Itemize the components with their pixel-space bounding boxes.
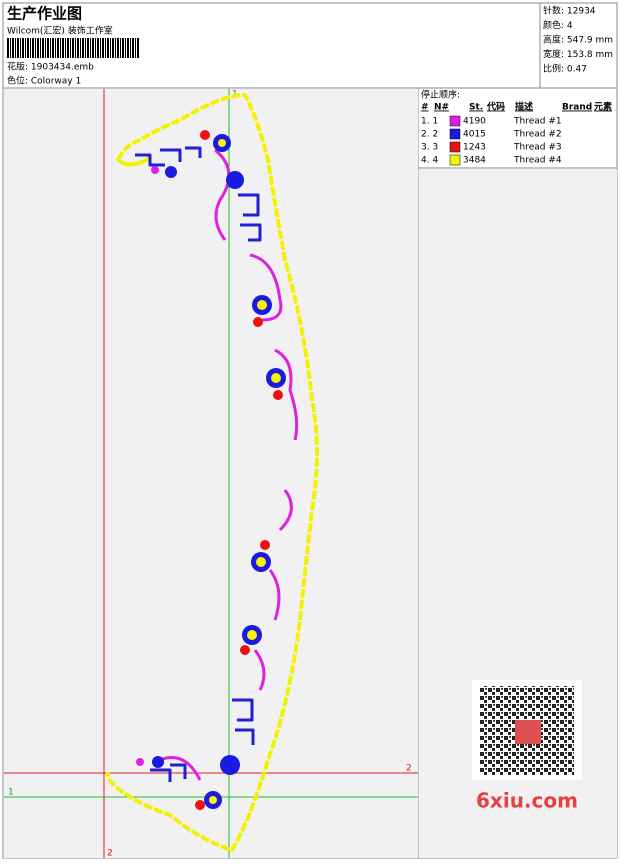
thread-desc: Thread #4 bbox=[513, 156, 562, 166]
table-header: 描述 bbox=[515, 101, 533, 113]
stop-number: 4. 4 bbox=[421, 156, 438, 166]
guide-label: 2 bbox=[406, 764, 412, 774]
barcode bbox=[7, 38, 139, 58]
design-area bbox=[4, 89, 418, 858]
table-caption: 停止顺序: bbox=[421, 89, 460, 101]
thread-swatch bbox=[449, 141, 461, 153]
info-box: 针数: 12934 颜色: 4 高度: 547.9 mm 宽度: 153.8 mm 比例… bbox=[543, 5, 613, 75]
table-header: Brand bbox=[562, 103, 592, 113]
info-line: 宽度: 153.8 mm bbox=[543, 48, 613, 60]
stop-number: 1. 1 bbox=[421, 117, 438, 127]
design-file: 花版: 1903434.emb bbox=[7, 61, 94, 73]
table-header: 代码 bbox=[486, 101, 505, 113]
info-line: 比例: 0.47 bbox=[543, 63, 587, 75]
table-header: N# bbox=[434, 103, 449, 113]
table-header: St. bbox=[469, 103, 483, 113]
table-header: 元素 bbox=[594, 101, 612, 113]
thread-code: 4190 bbox=[463, 117, 486, 127]
guide-label: 1 bbox=[8, 788, 14, 798]
table-header: # bbox=[421, 103, 429, 113]
info-line: 颜色: 4 bbox=[543, 19, 573, 31]
guide-label: 2 bbox=[107, 849, 113, 859]
thread-code: 3484 bbox=[463, 156, 486, 166]
title: 生产作业图 bbox=[7, 5, 82, 23]
stop-number: 2. 2 bbox=[421, 130, 438, 140]
thread-code: 4015 bbox=[463, 130, 486, 140]
thread-desc: Thread #1 bbox=[513, 117, 562, 127]
embroidery-design bbox=[105, 93, 319, 852]
studio: Wilcom(汇宏) 装饰工作室 bbox=[7, 25, 113, 37]
stop-number: 3. 3 bbox=[421, 143, 438, 153]
thread-code: 1243 bbox=[463, 143, 486, 153]
thread-desc: Thread #2 bbox=[513, 130, 562, 140]
info-line: 针数: 12934 bbox=[543, 5, 596, 17]
info-line: 高度: 547.9 mm bbox=[543, 34, 613, 46]
colorway: 色位: Colorway 1 bbox=[7, 75, 81, 87]
qr-logo bbox=[515, 720, 541, 744]
thread-swatch bbox=[449, 115, 461, 127]
thread-desc: Thread #3 bbox=[513, 143, 562, 153]
watermark: 6xiu.com bbox=[476, 789, 578, 813]
thread-swatch bbox=[449, 128, 461, 140]
thread-swatch bbox=[449, 154, 461, 166]
thread-table: # N# St. 代码 描述 Brand 元素 1. 1 4190 Thread #1 2. 2 40… bbox=[421, 101, 612, 166]
